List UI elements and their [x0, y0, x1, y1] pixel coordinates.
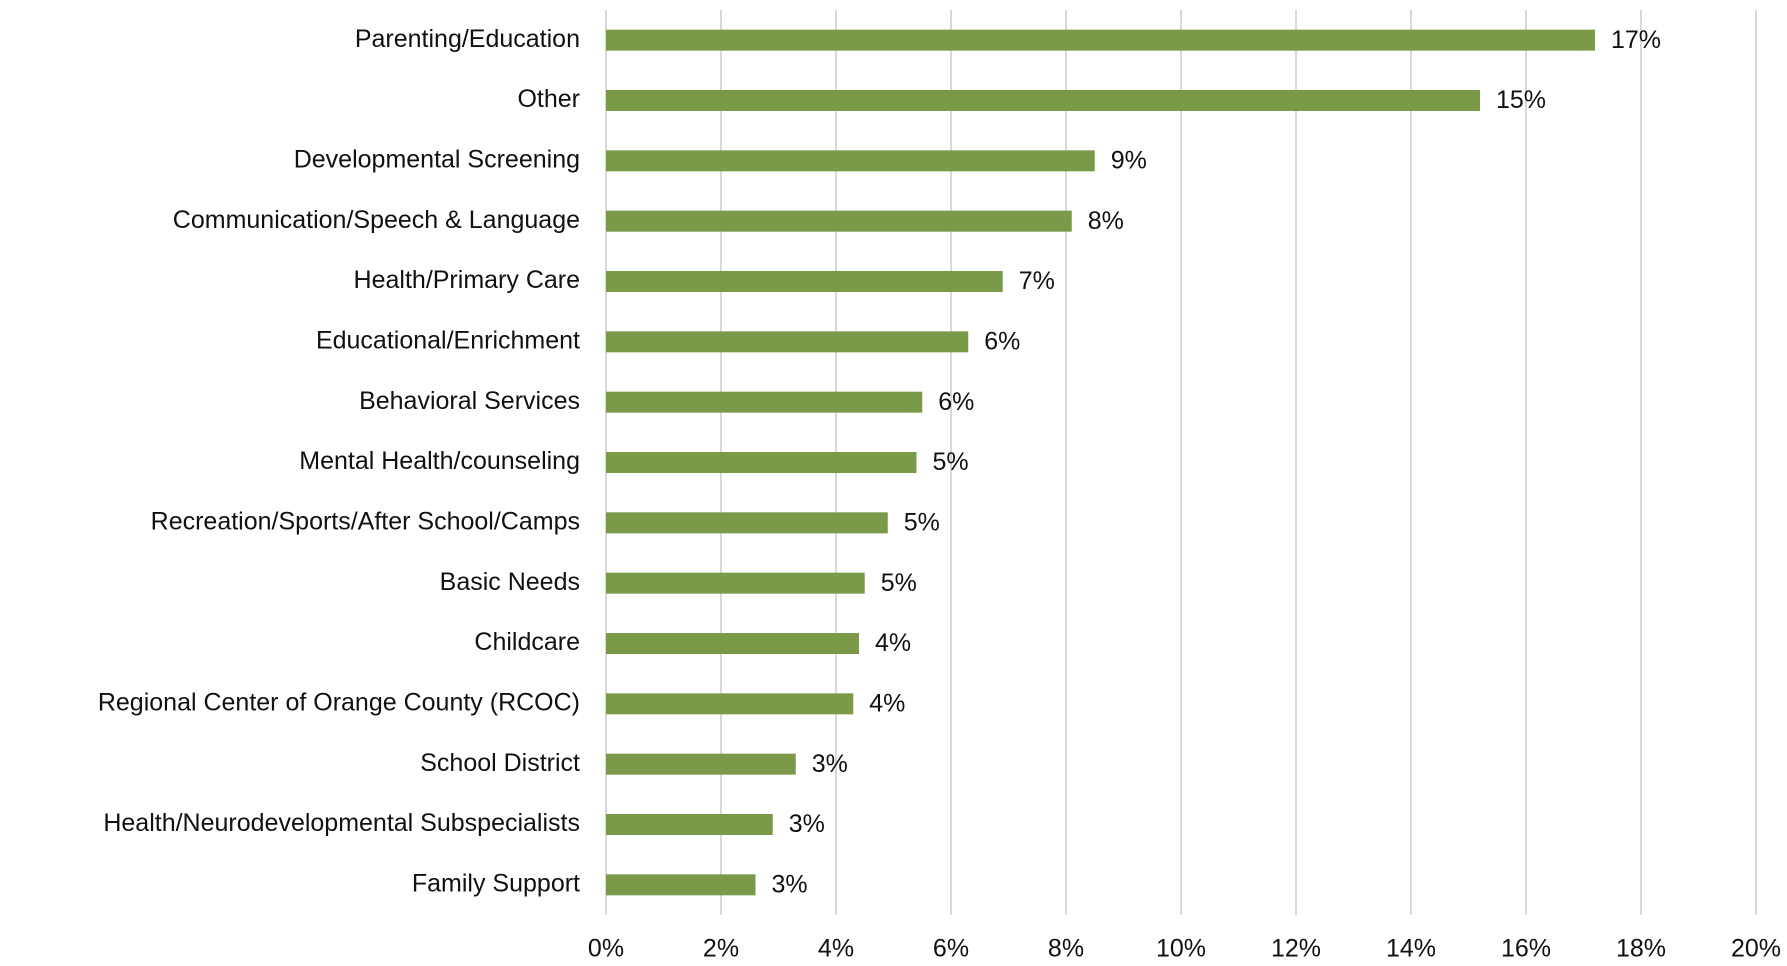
- data-label: 15%: [1496, 86, 1546, 114]
- bar: [606, 633, 859, 654]
- bar: [606, 753, 796, 775]
- y-tick-label: Family Support: [412, 869, 580, 897]
- data-label: 3%: [772, 870, 808, 898]
- bar: [606, 572, 865, 594]
- x-tick-label: 12%: [1271, 935, 1321, 963]
- bar: [606, 874, 756, 896]
- y-tick-label: Childcare: [474, 628, 580, 656]
- bar: [606, 452, 917, 473]
- y-tick-label: Health/Neurodevelopmental Subspecialists: [103, 809, 580, 837]
- data-label: 6%: [938, 388, 974, 416]
- x-tick-label: 6%: [933, 935, 969, 963]
- bar: [606, 814, 773, 835]
- bar: [606, 210, 1072, 232]
- bar: [606, 90, 1480, 111]
- x-tick-label: 10%: [1156, 935, 1206, 963]
- y-tick-label: Parenting/Education: [355, 25, 580, 53]
- y-tick-label: Recreation/Sports/After School/Camps: [151, 507, 580, 535]
- x-tick-label: 8%: [1048, 935, 1084, 963]
- data-label: 17%: [1611, 26, 1661, 54]
- data-label: 3%: [812, 750, 848, 778]
- y-tick-label: Health/Primary Care: [354, 266, 580, 294]
- bar: [606, 29, 1595, 51]
- y-tick-label: Educational/Enrichment: [316, 326, 580, 354]
- y-tick-label: Behavioral Services: [359, 387, 580, 415]
- bar: [606, 331, 969, 353]
- y-tick-label: School District: [420, 749, 580, 777]
- x-tick-label: 18%: [1616, 935, 1666, 963]
- bar: [606, 391, 923, 413]
- data-label: 8%: [1088, 207, 1124, 235]
- bar: [606, 512, 888, 534]
- bar: [606, 150, 1095, 172]
- x-tick-label: 20%: [1731, 935, 1781, 963]
- data-label: 4%: [875, 629, 911, 657]
- data-label: 7%: [1019, 267, 1055, 295]
- y-tick-label: Regional Center of Orange County (RCOC): [98, 688, 580, 716]
- data-label: 5%: [933, 448, 969, 476]
- data-label: 5%: [881, 569, 917, 597]
- data-label: 3%: [789, 810, 825, 838]
- bar: [606, 271, 1003, 292]
- data-label: 9%: [1111, 146, 1147, 174]
- x-tick-label: 14%: [1386, 935, 1436, 963]
- y-tick-label: Developmental Screening: [294, 145, 580, 173]
- data-label: 5%: [904, 508, 940, 536]
- bar: [606, 693, 854, 715]
- data-label: 6%: [984, 327, 1020, 355]
- data-label: 4%: [869, 689, 905, 717]
- x-tick-label: 4%: [818, 935, 854, 963]
- y-tick-label: Mental Health/counseling: [299, 447, 580, 475]
- y-tick-label: Other: [517, 85, 580, 113]
- x-tick-label: 2%: [703, 935, 739, 963]
- y-tick-label: Communication/Speech & Language: [173, 206, 580, 234]
- x-tick-label: 16%: [1501, 935, 1551, 963]
- x-tick-label: 0%: [588, 935, 624, 963]
- y-tick-label: Basic Needs: [440, 568, 580, 596]
